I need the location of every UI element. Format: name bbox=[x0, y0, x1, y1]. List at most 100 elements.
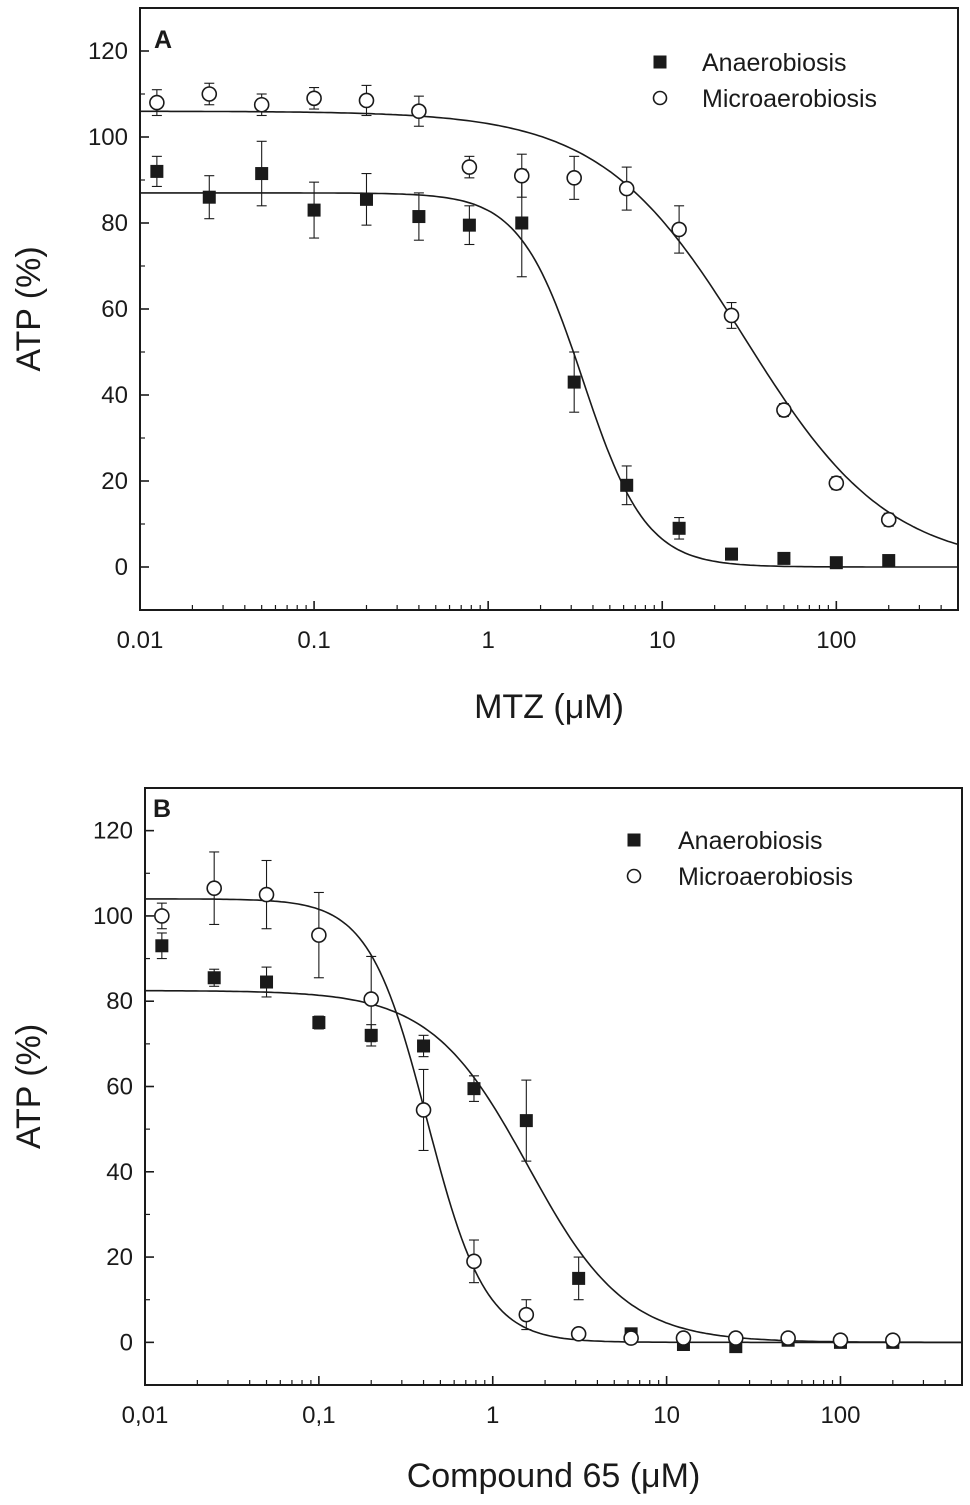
y-tick-label: 60 bbox=[101, 296, 128, 323]
panel-label: B bbox=[153, 795, 171, 823]
data-point-microaerobiosis bbox=[415, 1102, 432, 1118]
legend-marker-microaerobiosis bbox=[652, 90, 668, 106]
data-point-microaerobiosis bbox=[623, 1330, 639, 1346]
data-point-anaerobiosis bbox=[519, 1114, 533, 1128]
data-point-anaerobiosis bbox=[829, 556, 843, 570]
data-point-microaerobiosis bbox=[723, 307, 740, 324]
data-point-anaerobiosis bbox=[417, 1039, 431, 1053]
data-point-microaerobiosis bbox=[149, 94, 165, 111]
data-point-anaerobiosis bbox=[467, 1082, 481, 1096]
data-point-microaerobiosis bbox=[570, 1326, 587, 1342]
legend: Anaerobiosis Microaerobiosis bbox=[652, 49, 877, 113]
data-point-anaerobiosis bbox=[620, 478, 634, 492]
data-point-microaerobiosis bbox=[780, 1330, 796, 1346]
y-tick-label: 120 bbox=[88, 38, 128, 65]
y-tick-label: 60 bbox=[106, 1074, 133, 1101]
legend-label-anaerobiosis: Anaerobiosis bbox=[702, 49, 847, 77]
data-point-anaerobiosis bbox=[260, 975, 274, 989]
data-point-microaerobiosis bbox=[885, 1332, 901, 1349]
legend-marker-anaerobiosis bbox=[653, 55, 667, 69]
data-point-microaerobiosis bbox=[671, 221, 687, 238]
data-point-anaerobiosis bbox=[515, 216, 529, 230]
data-point-anaerobiosis bbox=[777, 551, 791, 565]
fit-curve-anaerobiosis bbox=[145, 989, 962, 1344]
data-point-microaerobiosis bbox=[311, 927, 327, 943]
data-point-anaerobiosis bbox=[882, 554, 896, 568]
data-point-microaerobiosis bbox=[358, 92, 375, 109]
y-tick-label: 40 bbox=[101, 382, 128, 409]
data-point-microaerobiosis bbox=[776, 402, 792, 418]
y-tick-label: 0 bbox=[120, 1329, 133, 1356]
data-point-anaerobiosis bbox=[462, 218, 476, 232]
data-point-microaerobiosis bbox=[566, 170, 582, 186]
data-point-anaerobiosis bbox=[412, 210, 426, 224]
data-point-microaerobiosis bbox=[306, 90, 322, 107]
data-point-microaerobiosis bbox=[253, 96, 270, 113]
x-axis-title: MTZ (μM) bbox=[474, 688, 624, 726]
y-tick-label: 100 bbox=[93, 903, 133, 930]
fit-curve-microaerobiosis bbox=[145, 898, 962, 1344]
data-point-microaerobiosis bbox=[258, 886, 275, 903]
legend-label-anaerobiosis: Anaerobiosis bbox=[678, 827, 823, 855]
y-tick-label: 80 bbox=[106, 988, 133, 1015]
data-point-microaerobiosis bbox=[201, 86, 218, 102]
fit-curve-microaerobiosis bbox=[140, 110, 959, 546]
data-point-anaerobiosis bbox=[359, 192, 373, 206]
y-tick-label: 20 bbox=[106, 1244, 133, 1271]
fit-curve-anaerobiosis bbox=[140, 192, 958, 568]
data-points bbox=[149, 82, 897, 570]
y-tick-label: 20 bbox=[101, 468, 128, 495]
data-point-microaerobiosis bbox=[518, 1306, 535, 1323]
legend-marker-anaerobiosis bbox=[627, 833, 641, 847]
y-axis-title: ATP (%) bbox=[10, 1024, 48, 1149]
data-point-microaerobiosis bbox=[832, 1332, 849, 1349]
data-point-anaerobiosis bbox=[155, 939, 169, 953]
legend-label-microaerobiosis: Microaerobiosis bbox=[678, 863, 853, 891]
data-point-microaerobiosis bbox=[461, 159, 478, 175]
data-point-microaerobiosis bbox=[513, 167, 530, 184]
data-point-microaerobiosis bbox=[675, 1330, 692, 1346]
data-point-anaerobiosis bbox=[312, 1016, 326, 1030]
chart-panel-a: 0 20 40 60 80 100 120 0.01 0.1 1 10 100 A Anaerobio… bbox=[10, 7, 959, 726]
data-point-anaerobiosis bbox=[307, 203, 321, 217]
data-point-microaerobiosis bbox=[727, 1330, 744, 1346]
x-tick-label: 100 bbox=[816, 627, 856, 654]
x-tick-label: 0,1 bbox=[302, 1402, 335, 1429]
x-tick-label: 1 bbox=[486, 1402, 499, 1429]
axes: 0 20 40 60 80 100 120 0,01 0,1 1 10 100 bbox=[93, 787, 946, 1429]
legend-label-microaerobiosis: Microaerobiosis bbox=[702, 85, 877, 113]
y-axis-title: ATP (%) bbox=[10, 246, 48, 371]
axes: 0 20 40 60 80 100 120 0.01 0.1 1 10 100 bbox=[88, 7, 942, 654]
data-point-anaerobiosis bbox=[150, 164, 164, 178]
data-point-anaerobiosis bbox=[572, 1271, 586, 1285]
data-point-microaerobiosis bbox=[411, 103, 427, 119]
data-point-microaerobiosis bbox=[828, 475, 845, 491]
data-point-microaerobiosis bbox=[618, 180, 635, 197]
y-tick-label: 80 bbox=[101, 210, 128, 237]
data-point-anaerobiosis bbox=[207, 971, 221, 985]
data-point-microaerobiosis bbox=[154, 908, 170, 924]
data-point-anaerobiosis bbox=[255, 167, 269, 181]
x-axis-title: Compound 65 (μM) bbox=[407, 1457, 701, 1495]
x-tick-label: 100 bbox=[820, 1402, 860, 1429]
y-tick-label: 40 bbox=[106, 1159, 133, 1186]
legend-marker-microaerobiosis bbox=[626, 868, 642, 884]
x-tick-label: 0.01 bbox=[117, 627, 164, 654]
legend: Anaerobiosis Microaerobiosis bbox=[626, 827, 853, 891]
x-tick-label: 10 bbox=[649, 627, 676, 654]
y-tick-label: 100 bbox=[88, 124, 128, 151]
data-point-anaerobiosis bbox=[202, 190, 216, 204]
data-point-anaerobiosis bbox=[672, 521, 686, 535]
data-points bbox=[154, 851, 901, 1354]
panel-label: A bbox=[154, 26, 172, 54]
fit-curves bbox=[140, 110, 959, 568]
fit-curves bbox=[145, 898, 962, 1344]
chart-panel-b: 0 20 40 60 80 100 120 0,01 0,1 1 10 100 B Anaerobio… bbox=[10, 787, 963, 1495]
data-point-microaerobiosis bbox=[880, 511, 897, 528]
x-tick-label: 1 bbox=[481, 627, 494, 654]
data-point-anaerobiosis bbox=[567, 375, 581, 389]
data-point-microaerobiosis bbox=[363, 991, 380, 1007]
x-tick-label: 10 bbox=[653, 1402, 680, 1429]
data-point-anaerobiosis bbox=[725, 547, 739, 561]
